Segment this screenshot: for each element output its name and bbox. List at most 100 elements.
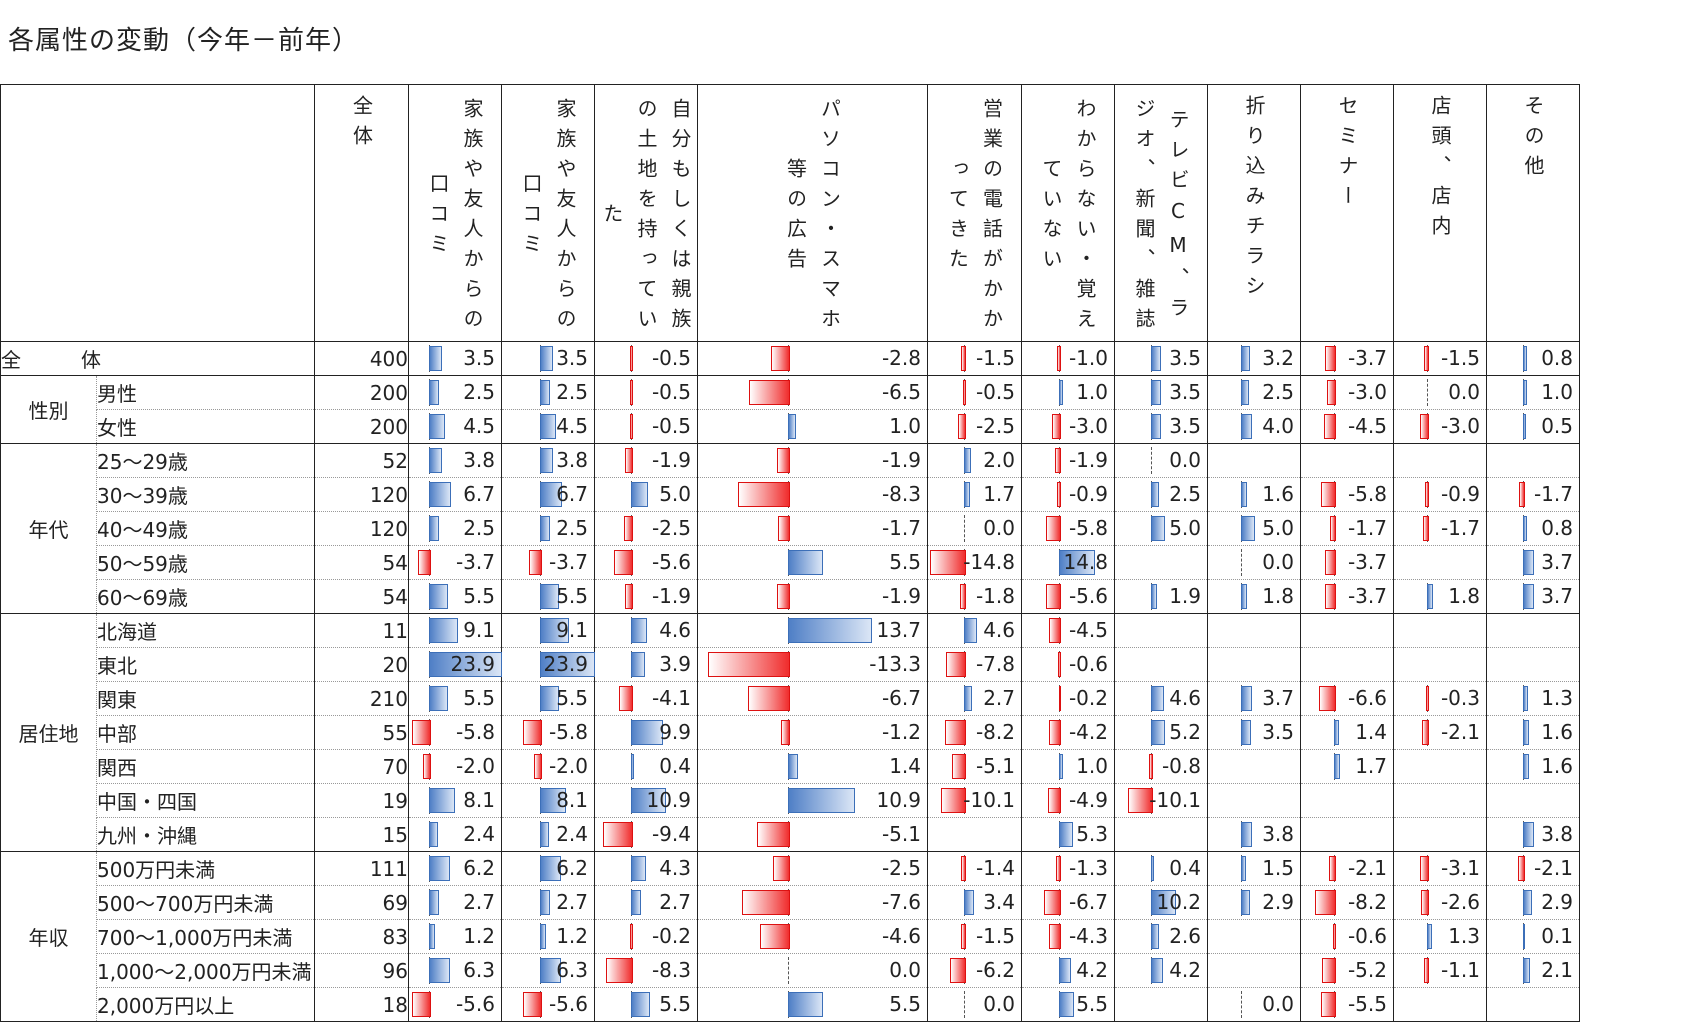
table-row: 中国・四国 19 8.1 8.1 10.9 10.9 -10.1 -4.9 -10.1 xyxy=(1,783,1580,818)
data-label: 0.8 xyxy=(1541,346,1573,370)
value-cell xyxy=(1486,647,1580,682)
data-bar xyxy=(1322,958,1336,983)
data-label: -7.8 xyxy=(975,652,1015,676)
row-group-label: 性別 xyxy=(0,375,97,444)
value-cell: -6.5 xyxy=(697,375,928,410)
data-label: 8.1 xyxy=(556,788,588,812)
table-row: 関西 70 -2.0 -2.0 0.4 1.4 -5.1 1.0 -0.8 1.7 1.6 xyxy=(1,749,1580,784)
data-label: 5.0 xyxy=(1169,516,1201,540)
value-cell xyxy=(1393,443,1487,478)
data-label: -4.2 xyxy=(1068,720,1108,744)
value-cell: -3.1 xyxy=(1393,851,1487,886)
value-cell: -5.2 xyxy=(1300,953,1394,988)
data-label: -5.1 xyxy=(975,754,1015,778)
data-label: -2.5 xyxy=(975,414,1015,438)
data-bar xyxy=(629,380,633,405)
data-bar xyxy=(1424,958,1429,983)
column-header-label: 店頭、店内 xyxy=(1428,95,1452,245)
zero-axis xyxy=(964,515,965,542)
data-label: -3.0 xyxy=(1068,414,1108,438)
data-label: 1.3 xyxy=(1448,924,1480,948)
data-label: -4.6 xyxy=(881,924,921,948)
value-cell: 2.7 xyxy=(501,885,595,920)
row-label: 九州・沖縄 xyxy=(96,817,315,852)
data-bar xyxy=(1318,686,1336,711)
data-label: -0.9 xyxy=(1440,482,1480,506)
value-cell: 23.9 xyxy=(408,647,502,682)
column-header-c4: パソコン・スマホ等の広告 xyxy=(697,84,928,342)
data-label: -1.9 xyxy=(1068,448,1108,472)
data-bar xyxy=(540,924,546,949)
data-bar xyxy=(618,686,633,711)
data-bar xyxy=(1330,516,1336,541)
value-cell: -2.1 xyxy=(1393,715,1487,750)
data-bar xyxy=(1426,686,1429,711)
data-bar xyxy=(1056,856,1061,881)
data-bar xyxy=(964,618,977,643)
data-bar xyxy=(1151,414,1162,439)
data-bar xyxy=(1151,856,1154,881)
data-bar xyxy=(429,822,439,847)
data-label: 1.7 xyxy=(983,482,1015,506)
sample-size: 210 xyxy=(314,681,409,716)
data-bar xyxy=(1059,822,1074,847)
table-row: 1,000～2,000万円未満 96 6.3 6.3 -8.3 0.0 -6.2 4.2 4.2… xyxy=(1,953,1580,988)
data-label: -9.4 xyxy=(651,822,691,846)
data-bar xyxy=(1523,720,1529,745)
value-cell: -3.7 xyxy=(501,545,595,580)
value-cell: 3.7 xyxy=(1486,579,1580,614)
value-cell: -1.0 xyxy=(1021,341,1115,376)
value-cell: -0.5 xyxy=(594,375,698,410)
data-bar xyxy=(540,346,553,371)
data-label: -2.1 xyxy=(1533,856,1573,880)
data-label: -0.6 xyxy=(1347,924,1387,948)
value-cell: 6.3 xyxy=(408,953,502,988)
value-cell: -6.2 xyxy=(927,953,1022,988)
value-cell: 9.1 xyxy=(501,613,595,648)
data-bar xyxy=(1325,550,1336,575)
data-bar xyxy=(1151,380,1162,405)
sample-size: 200 xyxy=(314,409,409,444)
value-cell: 0.0 xyxy=(927,511,1022,546)
data-label: -5.8 xyxy=(1347,482,1387,506)
value-cell: 2.5 xyxy=(408,375,502,410)
value-cell: 0.1 xyxy=(1486,919,1580,954)
data-label: 3.5 xyxy=(556,346,588,370)
value-cell: 0.4 xyxy=(594,749,698,784)
value-cell: 1.0 xyxy=(1486,375,1580,410)
data-label: 1.6 xyxy=(1541,754,1573,778)
data-label: 5.5 xyxy=(556,686,588,710)
value-cell: -2.1 xyxy=(1300,851,1394,886)
data-bar xyxy=(631,890,642,915)
data-bar xyxy=(1149,754,1153,779)
data-label: -1.9 xyxy=(881,448,921,472)
zero-axis xyxy=(1241,549,1242,576)
data-label: -2.5 xyxy=(881,856,921,880)
data-bar xyxy=(1151,346,1162,371)
column-header-c3: 自分もしくは親族の土地を持っていた xyxy=(594,84,698,342)
data-label: 4.5 xyxy=(556,414,588,438)
row-label: 500万円未満 xyxy=(96,851,315,886)
value-cell: -2.1 xyxy=(1486,851,1580,886)
data-label: -6.7 xyxy=(881,686,921,710)
value-cell xyxy=(1207,783,1301,818)
sample-size: 120 xyxy=(314,477,409,512)
data-bar xyxy=(1323,414,1336,439)
value-cell: -3.0 xyxy=(1393,409,1487,444)
data-bar xyxy=(964,686,973,711)
data-label: 3.7 xyxy=(1541,584,1573,608)
data-label: -0.5 xyxy=(651,380,691,404)
sample-size: 55 xyxy=(314,715,409,750)
value-cell: 0.8 xyxy=(1486,511,1580,546)
row-label: 1,000～2,000万円未満 xyxy=(96,953,315,988)
row-label: 700～1,000万円未満 xyxy=(96,919,315,954)
zero-axis xyxy=(1151,447,1152,474)
data-label: -8.3 xyxy=(881,482,921,506)
value-cell: 9.9 xyxy=(594,715,698,750)
value-cell xyxy=(1207,443,1301,478)
data-bar xyxy=(631,754,635,779)
value-cell: -3.7 xyxy=(408,545,502,580)
data-bar xyxy=(1048,618,1061,643)
value-cell: 2.0 xyxy=(927,443,1022,478)
row-label: 男性 xyxy=(96,375,315,410)
